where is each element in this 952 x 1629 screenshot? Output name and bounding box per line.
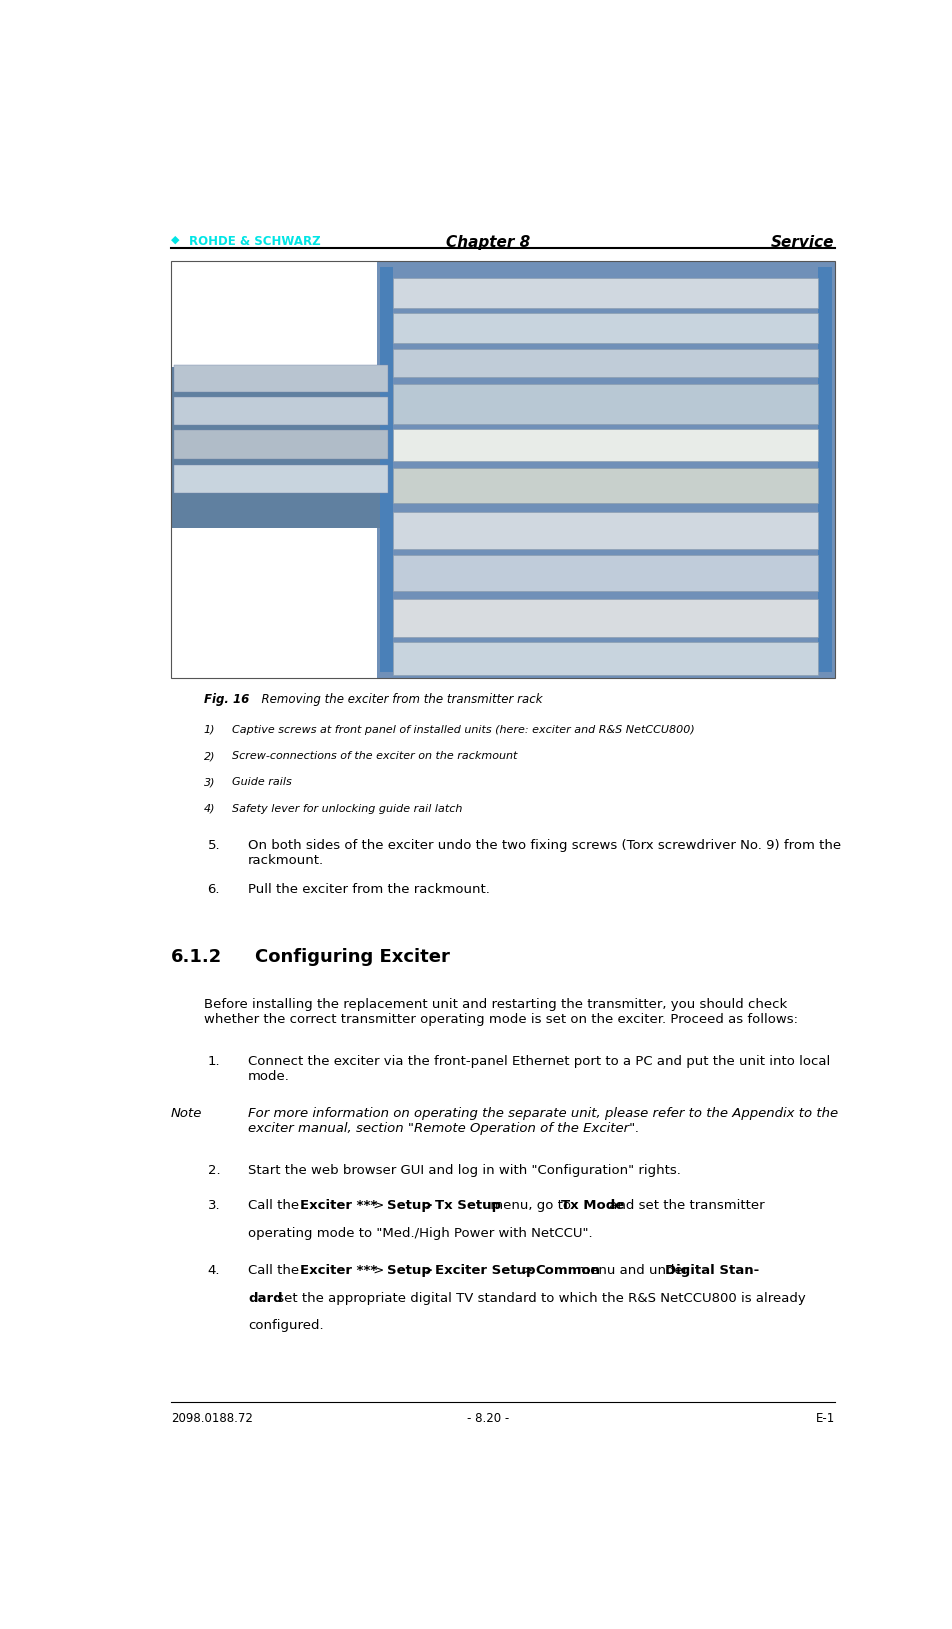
Text: 5.: 5. (208, 839, 220, 852)
Bar (393, 313, 819, 344)
Text: Exciter Setup: Exciter Setup (435, 1264, 536, 1277)
Text: Configuring Exciter: Configuring Exciter (255, 948, 450, 966)
Text: dard: dard (248, 1292, 283, 1305)
Text: operating mode to "Med./High Power with NetCCU".: operating mode to "Med./High Power with … (248, 1227, 593, 1240)
Text: >: > (418, 1264, 438, 1277)
Text: Setup: Setup (387, 1264, 430, 1277)
Text: Exciter ***: Exciter *** (300, 1264, 377, 1277)
Bar (174, 365, 388, 393)
Text: 3): 3) (204, 777, 215, 787)
Text: >: > (418, 1199, 438, 1212)
Text: 1): 1) (204, 725, 215, 735)
Text: 2.: 2. (208, 1163, 220, 1176)
Text: >: > (369, 1264, 389, 1277)
Text: 6.1.2: 6.1.2 (170, 948, 222, 966)
Bar (393, 512, 819, 549)
Bar (174, 466, 388, 492)
Text: - 8.20 -: - 8.20 - (466, 1412, 509, 1425)
Text: For more information on operating the separate unit, please refer to the Appendi: For more information on operating the se… (248, 1108, 839, 1135)
Bar (393, 642, 819, 674)
Text: Captive screws at front panel of installed units (here: exciter and R&S NetCCU80: Captive screws at front panel of install… (232, 725, 695, 735)
Text: Note: Note (170, 1108, 202, 1121)
Bar (170, 367, 392, 528)
Text: 2): 2) (204, 751, 215, 761)
Bar (393, 384, 819, 424)
Text: menu, go to: menu, go to (486, 1199, 575, 1212)
Text: 6.: 6. (208, 883, 220, 896)
Text: ◆: ◆ (170, 235, 187, 244)
Text: 4): 4) (204, 803, 215, 814)
Text: Before installing the replacement unit and restarting the transmitter, you shoul: Before installing the replacement unit a… (204, 999, 798, 1026)
Bar (174, 397, 388, 425)
Text: Safety lever for unlocking guide rail latch: Safety lever for unlocking guide rail la… (232, 803, 463, 814)
Text: Call the: Call the (248, 1199, 304, 1212)
Text: >: > (369, 1199, 389, 1212)
Text: On both sides of the exciter undo the two fixing screws (Torx screwdriver No. 9): On both sides of the exciter undo the tw… (248, 839, 842, 867)
Text: Tx Setup: Tx Setup (435, 1199, 502, 1212)
Text: Removing the exciter from the transmitter rack: Removing the exciter from the transmitte… (254, 694, 543, 707)
Bar (174, 430, 388, 459)
Text: Chapter 8: Chapter 8 (446, 235, 530, 249)
Text: E-1: E-1 (816, 1412, 835, 1425)
Text: 4.: 4. (208, 1264, 220, 1277)
Bar (393, 279, 819, 308)
Bar (819, 267, 832, 673)
Text: Service: Service (771, 235, 835, 249)
Text: Connect the exciter via the front-panel Ethernet port to a PC and put the unit i: Connect the exciter via the front-panel … (248, 1054, 830, 1083)
Text: Digital Stan-: Digital Stan- (664, 1264, 759, 1277)
Text: menu and under: menu and under (573, 1264, 693, 1277)
Bar (393, 555, 819, 591)
Text: Start the web browser GUI and log in with "Configuration" rights.: Start the web browser GUI and log in wit… (248, 1163, 681, 1176)
Bar (393, 428, 819, 461)
Text: Exciter ***: Exciter *** (300, 1199, 377, 1212)
Text: Tx Mode: Tx Mode (561, 1199, 624, 1212)
Text: configured.: configured. (248, 1319, 324, 1333)
Text: Common: Common (535, 1264, 600, 1277)
Bar (393, 599, 819, 637)
Bar (377, 261, 835, 678)
Text: set the appropriate digital TV standard to which the R&S NetCCU800 is already: set the appropriate digital TV standard … (273, 1292, 806, 1305)
Text: 2098.0188.72: 2098.0188.72 (170, 1412, 252, 1425)
Text: 1.: 1. (208, 1054, 220, 1067)
Bar (393, 468, 819, 503)
Text: >: > (518, 1264, 538, 1277)
Text: and set the transmitter: and set the transmitter (605, 1199, 764, 1212)
Bar (393, 349, 819, 378)
Text: Pull the exciter from the rackmount.: Pull the exciter from the rackmount. (248, 883, 490, 896)
Text: Setup: Setup (387, 1199, 430, 1212)
Bar (170, 261, 835, 678)
Text: Guide rails: Guide rails (232, 777, 291, 787)
Text: Call the: Call the (248, 1264, 304, 1277)
Text: Fig. 16: Fig. 16 (204, 694, 249, 707)
Text: 3.: 3. (208, 1199, 220, 1212)
Text: ROHDE & SCHWARZ: ROHDE & SCHWARZ (189, 235, 321, 248)
Text: Screw-connections of the exciter on the rackmount: Screw-connections of the exciter on the … (232, 751, 517, 761)
Bar (380, 267, 393, 673)
